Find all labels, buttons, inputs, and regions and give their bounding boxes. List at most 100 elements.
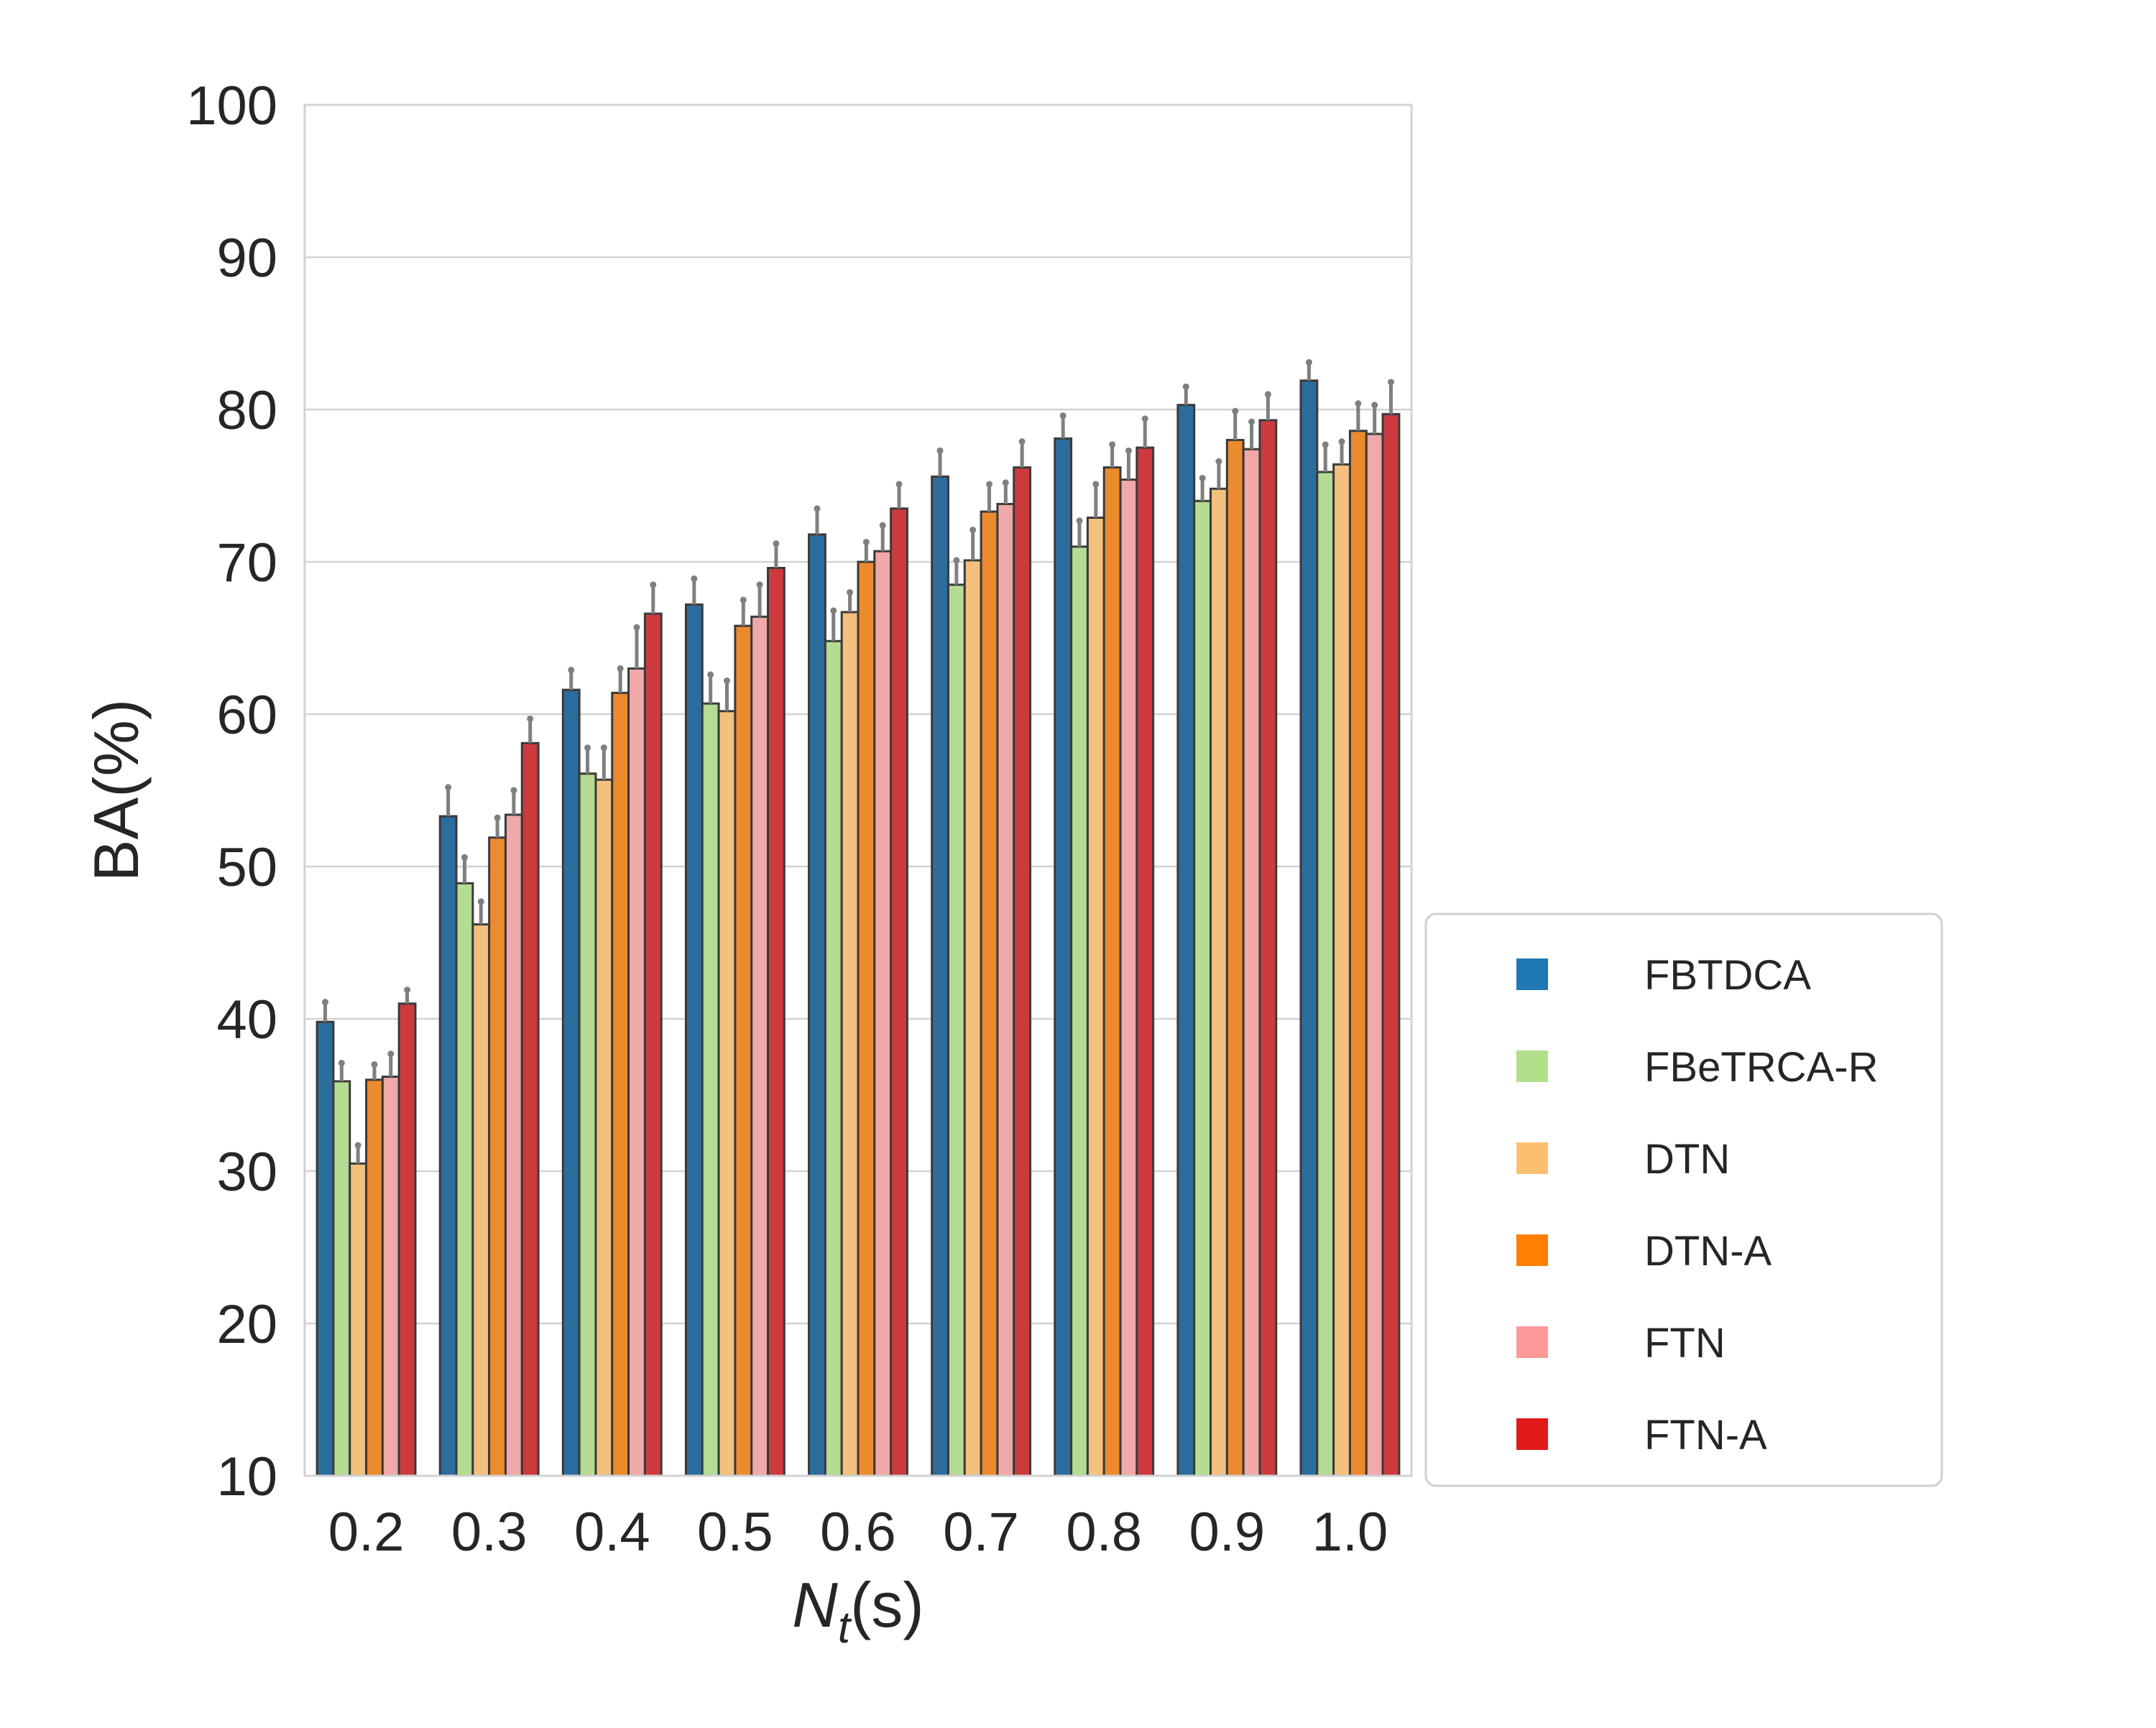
error-cap-ftn-a-1.0 — [1387, 379, 1394, 386]
bar-dtn-0.8 — [1086, 517, 1105, 1477]
legend-items: FBTDCA FBeTRCA-R DTN DTN-A FTN FTN-A — [1516, 952, 1878, 1459]
error-cap-fbetrca-r-0.9 — [1199, 474, 1206, 481]
bar-ftn-1.0 — [1365, 433, 1384, 1477]
bar-ftn-0.3 — [504, 813, 523, 1477]
y-tick-label: 40 — [216, 989, 277, 1050]
error-bars — [322, 359, 1394, 1164]
error-cap-fbtdca-0.7 — [936, 447, 944, 454]
bar-dtn-0.7 — [963, 559, 982, 1477]
y-tick-label: 100 — [186, 75, 277, 137]
error-cap-ftn-a-0.8 — [1141, 415, 1148, 422]
bar-ftn-a-0.5 — [767, 566, 786, 1477]
error-cap-ftn-a-0.4 — [650, 581, 657, 588]
error-cap-ftn-0.2 — [387, 1050, 395, 1058]
bar-fbtdca-0.5 — [684, 603, 704, 1477]
y-tick-label: 30 — [216, 1142, 277, 1203]
error-cap-fbtdca-0.2 — [322, 999, 329, 1006]
legend-swatch-dtn — [1516, 1142, 1548, 1174]
error-cap-dtn-0.3 — [477, 898, 484, 905]
error-cap-fbtdca-0.4 — [568, 667, 575, 674]
bar-fbtdca-0.8 — [1054, 437, 1073, 1477]
bar-ftn-a-0.7 — [1013, 466, 1032, 1477]
error-cap-ftn-0.9 — [1248, 418, 1256, 425]
x-tick-label: 1.0 — [1312, 1502, 1388, 1563]
legend-label-ftn: FTN — [1644, 1320, 1726, 1367]
error-cap-ftn-1.0 — [1371, 402, 1378, 409]
error-cap-ftn-a-0.2 — [404, 987, 411, 994]
legend-label-dtn-a: DTN-A — [1644, 1228, 1772, 1275]
error-cap-fbetrca-r-0.5 — [707, 671, 714, 678]
y-tick-label: 50 — [216, 837, 277, 898]
legend-frame — [1424, 912, 1943, 1487]
bar-ftn-0.4 — [627, 667, 646, 1477]
error-cap-fbetrca-r-0.6 — [830, 607, 837, 614]
error-cap-fbtdca-1.0 — [1305, 359, 1312, 366]
bar-series — [315, 379, 1401, 1477]
bar-dtn-0.3 — [471, 923, 491, 1477]
error-cap-dtn-a-0.2 — [371, 1061, 378, 1068]
error-cap-ftn-a-0.5 — [773, 540, 780, 547]
error-cap-ftn-0.3 — [510, 787, 517, 794]
error-cap-ftn-a-0.3 — [527, 715, 534, 722]
bar-ftn-0.6 — [873, 550, 893, 1477]
bar-fbetrca-r-0.6 — [824, 639, 843, 1477]
error-cap-fbetrca-r-0.4 — [584, 744, 591, 752]
bar-dtn-a-1.0 — [1348, 430, 1368, 1477]
legend: FBTDCA FBeTRCA-R DTN DTN-A FTN FTN-A — [1424, 912, 1943, 1487]
x-tick-label: 0.2 — [328, 1502, 405, 1563]
error-cap-fbetrca-r-0.7 — [953, 557, 960, 564]
bar-dtn-0.4 — [594, 778, 614, 1477]
bar-fbetrca-r-1.0 — [1316, 471, 1335, 1477]
error-cap-dtn-0.6 — [847, 588, 854, 596]
bar-dtn-a-0.2 — [365, 1078, 384, 1477]
legend-swatch-ftn-a — [1516, 1418, 1548, 1450]
bar-fbtdca-0.9 — [1176, 404, 1196, 1477]
error-cap-fbetrca-r-0.2 — [338, 1059, 345, 1066]
legend-swatch-fbtdca — [1516, 958, 1548, 990]
bar-ftn-0.9 — [1242, 448, 1261, 1477]
x-tick-label: 0.7 — [943, 1502, 1019, 1563]
bar-ftn-a-1.0 — [1381, 412, 1401, 1477]
error-cap-dtn-0.8 — [1092, 481, 1100, 488]
legend-label-ftn-a: FTN-A — [1644, 1412, 1767, 1459]
legend-label-fbtdca: FBTDCA — [1644, 952, 1811, 999]
bar-ftn-0.2 — [381, 1076, 400, 1477]
error-cap-fbetrca-r-0.3 — [461, 854, 468, 861]
bar-fbtdca-0.6 — [808, 533, 826, 1477]
error-cap-dtn-a-0.8 — [1109, 441, 1116, 448]
legend-swatch-ftn — [1516, 1326, 1548, 1358]
error-cap-ftn-0.4 — [633, 624, 640, 631]
legend-swatch-fbetrca-r — [1516, 1050, 1548, 1082]
error-cap-fbtdca-0.3 — [445, 784, 452, 791]
bar-dtn-0.2 — [349, 1162, 368, 1477]
error-cap-ftn-0.5 — [756, 581, 763, 588]
bar-dtn-a-0.3 — [488, 836, 507, 1477]
error-cap-fbetrca-r-1.0 — [1322, 441, 1329, 448]
error-cap-dtn-a-0.7 — [986, 481, 993, 488]
error-cap-dtn-a-0.4 — [617, 665, 624, 672]
error-cap-ftn-0.6 — [879, 522, 886, 529]
error-cap-ftn-a-0.7 — [1018, 438, 1026, 445]
y-tick-labels: 10 20 30 40 50 60 70 80 90 100 — [186, 75, 277, 1507]
bar-dtn-0.6 — [840, 611, 860, 1477]
bar-ftn-a-0.6 — [890, 507, 908, 1477]
error-cap-fbetrca-r-0.8 — [1076, 517, 1083, 525]
x-tick-label: 0.4 — [574, 1502, 650, 1563]
error-cap-ftn-a-0.6 — [895, 481, 903, 488]
error-cap-dtn-0.4 — [600, 744, 607, 752]
error-cap-dtn-0.7 — [969, 526, 977, 533]
bar-fbtdca-0.3 — [438, 815, 458, 1477]
bar-ftn-a-0.9 — [1258, 419, 1278, 1477]
error-cap-ftn-0.7 — [1002, 479, 1009, 486]
legend-label-dtn: DTN — [1644, 1136, 1730, 1183]
x-tick-label: 0.6 — [820, 1502, 896, 1563]
bar-fbtdca-0.4 — [561, 688, 581, 1477]
legend-label-fbetrca-r: FBeTRCA-R — [1644, 1044, 1878, 1091]
bar-fbtdca-1.0 — [1299, 379, 1319, 1477]
error-cap-ftn-a-0.9 — [1264, 391, 1271, 398]
y-tick-label: 60 — [216, 685, 277, 746]
bar-fbtdca-0.2 — [315, 1020, 335, 1477]
bar-ftn-a-0.3 — [520, 741, 540, 1477]
